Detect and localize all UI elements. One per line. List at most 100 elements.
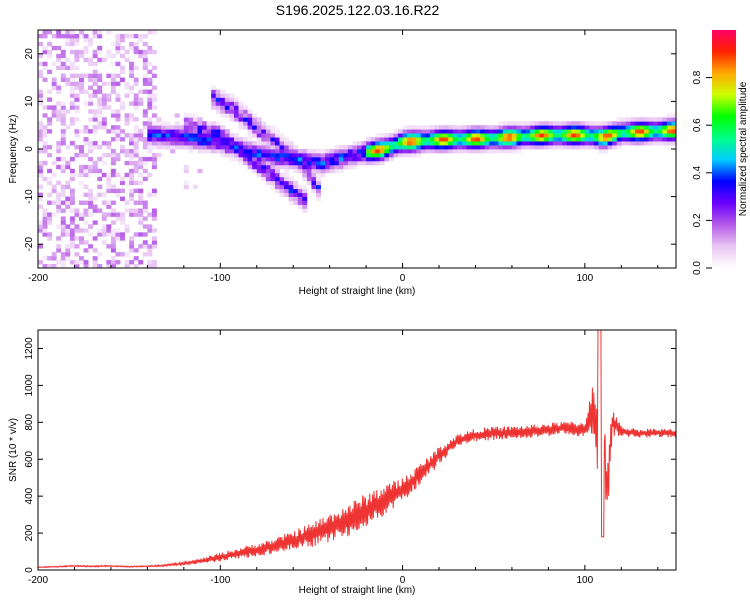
heatmap-cell bbox=[101, 232, 107, 237]
heatmap-cell bbox=[42, 105, 48, 110]
heatmap-cell bbox=[42, 256, 48, 261]
heatmap-cell bbox=[115, 133, 121, 138]
heatmap-cell bbox=[252, 156, 258, 162]
heatmap-y-axis-label: Frequency (Hz) bbox=[8, 115, 19, 184]
heatmap-cell bbox=[443, 129, 449, 134]
heatmap-cell bbox=[129, 45, 135, 51]
heatmap-cell bbox=[521, 121, 527, 126]
heatmap-cell bbox=[589, 129, 595, 134]
heatmap-cell bbox=[288, 141, 294, 146]
heatmap-cell bbox=[151, 125, 157, 130]
heatmap-cell bbox=[247, 137, 253, 142]
snr-x-ticks: -200 -100 0 100 bbox=[28, 330, 659, 586]
heatmap-cell bbox=[634, 129, 640, 134]
heatmap-cell bbox=[106, 152, 112, 158]
heatmap-cell bbox=[51, 188, 57, 194]
heatmap-cell bbox=[124, 113, 130, 118]
heatmap-cell bbox=[106, 188, 112, 194]
heatmap-cell bbox=[261, 172, 267, 178]
heatmap-cell bbox=[65, 81, 71, 86]
heatmap-cell bbox=[571, 137, 577, 142]
heatmap-cell bbox=[101, 81, 107, 86]
heatmap-cell bbox=[425, 133, 431, 138]
heatmap-cell bbox=[101, 121, 107, 126]
heatmap-cell bbox=[543, 145, 549, 150]
heatmap-cell bbox=[402, 133, 408, 138]
heatmap-cell bbox=[297, 149, 303, 154]
heatmap-cell bbox=[552, 141, 558, 146]
heatmap-cell bbox=[183, 145, 189, 150]
heatmap-cell bbox=[270, 145, 276, 150]
heatmap-cell bbox=[120, 69, 125, 75]
heatmap-cell bbox=[279, 160, 285, 166]
heatmap-cell bbox=[238, 125, 244, 130]
heatmap-cell bbox=[115, 113, 121, 118]
heatmap-cell bbox=[147, 212, 153, 217]
heatmap-cell bbox=[115, 93, 121, 98]
heatmap-cell bbox=[92, 208, 98, 213]
heatmap-cell bbox=[124, 160, 130, 166]
heatmap-cell bbox=[293, 152, 299, 158]
heatmap-cell bbox=[366, 149, 372, 154]
heatmap-cell bbox=[229, 109, 235, 114]
heatmap-cell bbox=[311, 152, 317, 158]
heatmap-cell bbox=[124, 57, 130, 63]
heatmap-cell bbox=[625, 117, 631, 122]
colorbar-tick-label: 0.0 bbox=[692, 261, 703, 275]
heatmap-cell bbox=[129, 41, 135, 47]
heatmap-cell bbox=[138, 196, 144, 201]
heatmap-cell bbox=[151, 216, 157, 221]
heatmap-cell bbox=[548, 137, 554, 142]
heatmap-cell bbox=[92, 264, 98, 268]
heatmap-cell bbox=[147, 260, 153, 265]
heatmap-cell bbox=[97, 252, 103, 257]
heatmap-cell bbox=[516, 149, 522, 154]
heatmap-cell bbox=[220, 137, 226, 142]
heatmap-cell bbox=[129, 69, 135, 75]
heatmap-cell bbox=[110, 232, 116, 237]
heatmap-cell bbox=[238, 101, 244, 106]
heatmap-cell bbox=[106, 30, 112, 35]
heatmap-cell bbox=[256, 121, 262, 126]
heatmap-cell bbox=[297, 164, 303, 170]
heatmap-cell bbox=[452, 125, 458, 130]
heatmap-cell bbox=[133, 125, 139, 130]
heatmap-cell bbox=[92, 93, 98, 98]
heatmap-cell bbox=[106, 232, 112, 237]
heatmap-cell bbox=[233, 152, 239, 158]
heatmap-cell bbox=[161, 137, 166, 142]
heatmap-cell bbox=[457, 129, 463, 134]
heatmap-cell bbox=[434, 149, 440, 154]
heatmap-cell bbox=[161, 129, 166, 134]
heatmap-cell bbox=[110, 149, 116, 154]
heatmap-cell bbox=[120, 145, 125, 150]
heatmap-cell bbox=[243, 113, 249, 118]
heatmap-x-tick-label: -200 bbox=[28, 273, 48, 284]
heatmap-cell bbox=[361, 149, 367, 154]
heatmap-cell bbox=[56, 248, 62, 253]
heatmap-cell bbox=[97, 113, 103, 118]
heatmap-cell bbox=[306, 160, 312, 166]
heatmap-cell bbox=[138, 160, 144, 166]
heatmap-cell bbox=[133, 232, 139, 237]
heatmap-cell bbox=[557, 125, 563, 130]
colorbar-tick-label: 0.2 bbox=[692, 213, 703, 227]
heatmap-cell bbox=[671, 133, 676, 138]
heatmap-cell bbox=[511, 121, 517, 126]
heatmap-cell bbox=[83, 260, 89, 265]
heatmap-cell bbox=[60, 117, 66, 122]
heatmap-cell bbox=[188, 141, 194, 146]
heatmap-cell bbox=[284, 176, 290, 182]
heatmap-cell bbox=[252, 125, 258, 130]
heatmap-cell bbox=[133, 149, 139, 154]
heatmap-cell bbox=[110, 188, 116, 194]
heatmap-cell bbox=[133, 145, 139, 150]
heatmap-cell bbox=[475, 149, 481, 154]
heatmap-cell bbox=[521, 125, 527, 130]
heatmap-cell bbox=[138, 260, 144, 265]
heatmap-cell bbox=[625, 133, 631, 138]
heatmap-cell bbox=[124, 133, 130, 138]
heatmap-cell bbox=[115, 97, 121, 102]
heatmap-cell bbox=[598, 125, 604, 130]
heatmap-cell bbox=[147, 172, 153, 178]
